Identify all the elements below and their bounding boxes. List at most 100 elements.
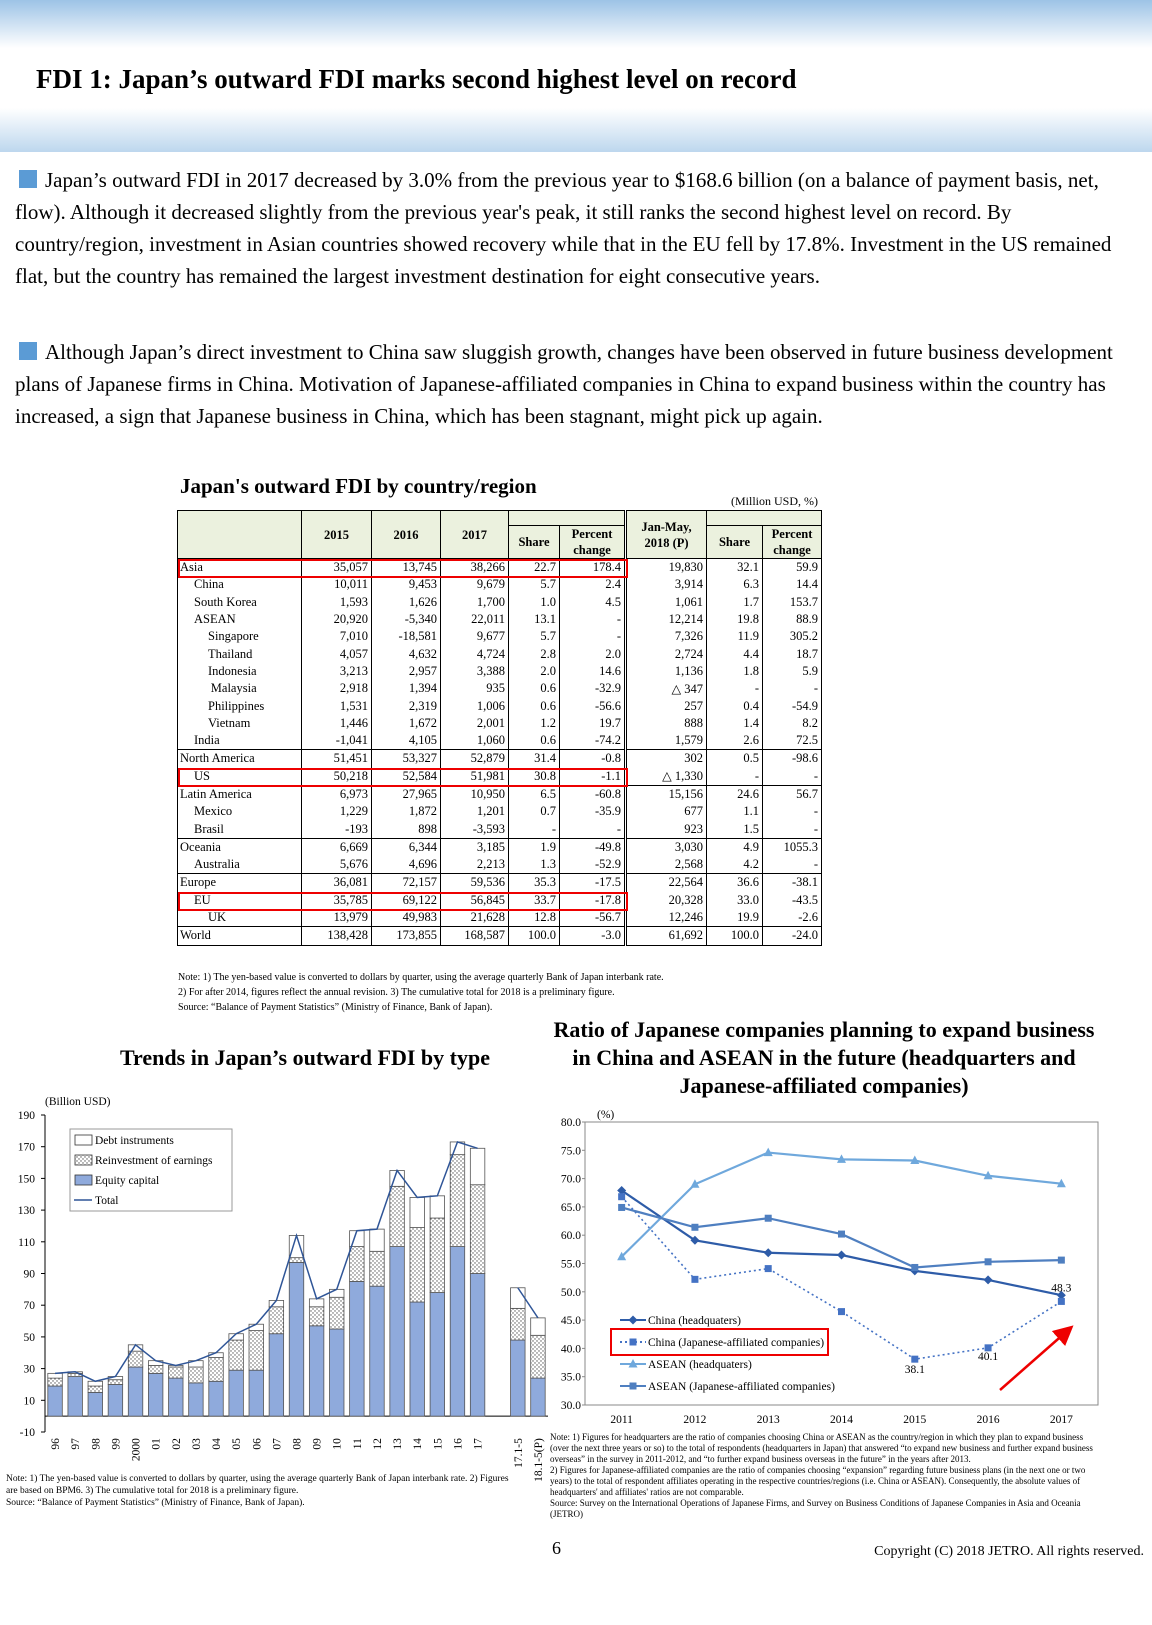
x-tick-label: 2015 [903, 1414, 926, 1426]
table-cell: 1,201 [440, 803, 509, 821]
table-cell: -5,340 [371, 610, 441, 629]
table-cell: 1,872 [371, 803, 441, 821]
table-cell: 22,564 [624, 873, 707, 892]
bar-segment [510, 1339, 526, 1417]
bullet [19, 342, 37, 360]
point [1056, 1290, 1066, 1300]
table-cell: 1.0 [508, 593, 560, 611]
header-band [0, 0, 1152, 152]
y-tick-label: 50 [24, 1332, 36, 1344]
table-cell: 3,914 [624, 576, 707, 594]
bar-segment [148, 1372, 164, 1417]
table-row: Mexico 1,229 1,872 1,201 0.7 -35.9 677 1.1- [177, 803, 822, 821]
table-row: South Korea 1,593 1,626 1,700 1.0 4.5 1,061 1.7… [177, 593, 822, 611]
chart-title: Ratio of Japanese companies planning to … [553, 1017, 1095, 1098]
trend-arrow [999, 1325, 1074, 1391]
table-cell: 1.4 [706, 714, 763, 732]
row-label: Vietnam [177, 714, 302, 732]
table-cell: 173,855 [371, 926, 441, 946]
table-row: Oceania 6,669 6,344 3,185 1.9 -49.8 3,030 4.9 10… [177, 837, 822, 857]
table-cell: 33.7 [508, 891, 560, 909]
point [1057, 1256, 1065, 1264]
paragraph: Japan’s outward FDI in 2017 decreased by… [15, 164, 1140, 292]
table-cell: 36.6 [706, 873, 763, 892]
bar-segment [449, 1154, 466, 1247]
header-cell: Share [706, 525, 763, 559]
table-cell: 4.2 [706, 856, 763, 874]
table-cell: 7,326 [624, 628, 707, 646]
table-row: World 138,428 173,855 168,587 100.0 -3.0 61,69… [177, 926, 822, 946]
table-cell: 56.7 [762, 784, 822, 804]
table-cell: 19.8 [706, 610, 763, 629]
bar-segment [329, 1288, 345, 1298]
x-tick-label: 97 [70, 1438, 82, 1450]
table-cell: 20,920 [301, 610, 372, 629]
series-line [620, 1151, 1062, 1258]
y-tick-label: 75.0 [561, 1145, 581, 1157]
row-label: South Korea [177, 593, 302, 611]
point [838, 1308, 845, 1316]
note: Source: “Balance of Payment Statistics” … [178, 1002, 493, 1013]
legend-label: ASEAN (Japanese-affiliated companies) [648, 1381, 835, 1393]
bar-segment [107, 1384, 124, 1417]
table-cell: 18.7 [762, 645, 822, 663]
point [911, 1263, 919, 1271]
point [911, 1355, 919, 1363]
table-cell: -24.0 [762, 926, 822, 946]
note: Source: “Balance of Payment Statistics” … [6, 1498, 305, 1508]
table-cell: 5.7 [508, 576, 560, 594]
table-cell: 1,229 [301, 803, 372, 821]
table-cell: 2,568 [624, 856, 707, 874]
table-wrap: 2015 2016 2017 Jan-May, 2018 (P) Share Percen… [177, 510, 822, 946]
y-tick-label: 60.0 [561, 1230, 581, 1242]
table-cell: 898 [371, 820, 441, 839]
table-cell: 2,724 [624, 645, 707, 663]
bar-segment [208, 1380, 224, 1417]
point [837, 1154, 846, 1163]
y-tick-label: 55.0 [561, 1259, 581, 1271]
row-label: US [177, 767, 302, 786]
bar-segment [409, 1197, 425, 1228]
x-tick-label: 13 [392, 1438, 404, 1450]
table-row: Thailand 4,057 4,632 4,724 2.8 2.0 2,724 4.4 18.… [177, 645, 822, 663]
x-tick-label: 2014 [830, 1414, 853, 1426]
row-label: India [177, 731, 302, 750]
y-tick-label: 80.0 [561, 1117, 581, 1129]
note: Note: 1) The yen-based value is converte… [6, 1474, 509, 1496]
table-cell: 3,185 [440, 837, 509, 857]
bar-segment [510, 1287, 526, 1309]
table-row: US 50,218 52,584 51,981 30.8 -1.1 △ 1,330- - [177, 767, 822, 786]
table-cell: 7,010 [301, 628, 372, 646]
legend-label: China (Japanese-affiliated companies) [648, 1337, 824, 1349]
x-tick-label: 18.1-5(P) [533, 1438, 545, 1482]
y-tick-label: 170 [18, 1142, 36, 1154]
table-cell: 178.4 [559, 558, 626, 577]
table-cell: 19.7 [559, 714, 626, 732]
table-cell: 0.6 [508, 697, 560, 715]
bar-segment [389, 1246, 405, 1417]
bar-segment [127, 1366, 144, 1417]
table-row: Asia 35,057 13,745 38,266 22.7 178.4 19,830 32.… [177, 558, 822, 577]
header-cell [177, 510, 302, 559]
table-cell: 1,672 [371, 714, 441, 732]
table-cell: 8.2 [762, 714, 822, 732]
highlight-box [177, 891, 628, 911]
table-cell: 36,081 [301, 873, 372, 892]
table-cell: 302 [624, 749, 707, 768]
y-axis-label: (%) [597, 1109, 614, 1121]
bar-segment [308, 1306, 325, 1327]
bar-segment [429, 1292, 445, 1417]
header-cell: 2016 [371, 510, 441, 559]
bar-segment [469, 1147, 486, 1186]
y-tick-label: 50.0 [561, 1287, 581, 1299]
legend-label: Reinvestment of earnings [95, 1155, 213, 1167]
y-tick-label: 10 [24, 1395, 36, 1407]
bar-segment [168, 1366, 184, 1379]
row-label: Europe [177, 873, 302, 892]
table-cell: - [762, 680, 822, 698]
point [617, 1185, 627, 1195]
table-cell: 38,266 [440, 558, 509, 577]
bar-segment [67, 1376, 83, 1417]
table-cell: 1.5 [706, 820, 763, 839]
